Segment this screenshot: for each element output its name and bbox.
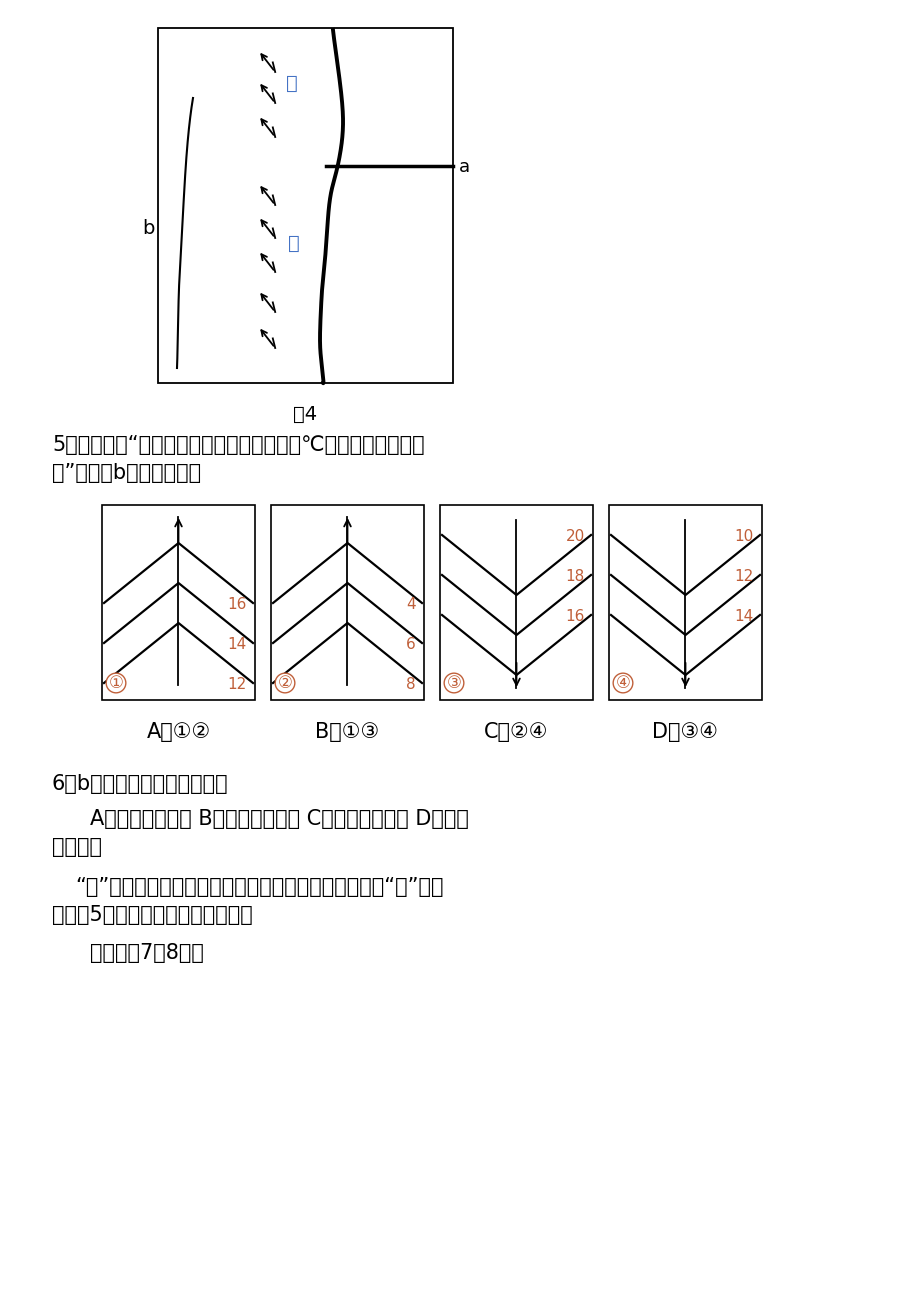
Text: ③: ③ — [446, 674, 461, 691]
Text: （如图5），可减缓近屸水的流速。: （如图5），可减缓近屸水的流速。 — [52, 905, 253, 924]
Text: B．①③: B．①③ — [315, 723, 380, 742]
Text: ④: ④ — [615, 674, 630, 691]
Text: ②: ② — [278, 674, 292, 691]
Text: A．①②: A．①② — [146, 723, 210, 742]
Text: 脉: 脉 — [288, 233, 300, 253]
Bar — [271, 505, 424, 700]
Text: 山: 山 — [286, 73, 298, 92]
Text: D．③④: D．③④ — [652, 723, 718, 742]
Bar — [158, 29, 452, 383]
Text: 16: 16 — [565, 609, 584, 624]
Bar — [608, 505, 761, 700]
Text: 18: 18 — [565, 569, 584, 585]
Text: 16: 16 — [227, 598, 246, 612]
Text: 10: 10 — [734, 529, 754, 544]
Text: a: a — [459, 158, 470, 176]
Text: 12: 12 — [734, 569, 754, 585]
Text: 8: 8 — [406, 677, 415, 691]
Text: 图4: 图4 — [293, 405, 317, 424]
Text: 污染净化: 污染净化 — [52, 837, 102, 857]
Text: 6．b洋流对地理环境的影响是: 6．b洋流对地理环境的影响是 — [52, 773, 229, 794]
Text: “丁”字坳是一段伸入河水（或海水）中的堵，与堰岕则“丁”字形: “丁”字坳是一段伸入河水（或海水）中的堵，与堰岕则“丁”字形 — [75, 878, 443, 897]
Text: 5．下列四幅“海洋表层海水等温线（单位：℃）与洋流关系示意: 5．下列四幅“海洋表层海水等温线（单位：℃）与洋流关系示意 — [52, 435, 425, 454]
Bar — [102, 505, 255, 700]
Text: ①: ① — [108, 674, 123, 691]
Text: 6: 6 — [406, 637, 415, 652]
Text: 14: 14 — [734, 609, 754, 624]
Text: 据此完成7～8题。: 据此完成7～8题。 — [90, 943, 204, 963]
Text: 20: 20 — [565, 529, 584, 544]
Text: C．②④: C．②④ — [483, 723, 548, 742]
Text: 4: 4 — [406, 598, 415, 612]
Text: b: b — [142, 219, 154, 237]
Bar — [439, 505, 593, 700]
Text: 14: 14 — [228, 637, 246, 652]
Text: A．增温度增湿度 B．形成著名渔场 C．减缓轮船航速 D．加快: A．增温度增湿度 B．形成著名渔场 C．减缓轮船航速 D．加快 — [90, 809, 469, 829]
Text: 12: 12 — [228, 677, 246, 691]
Text: 图”中，与b洋流相符的是: 图”中，与b洋流相符的是 — [52, 464, 201, 483]
